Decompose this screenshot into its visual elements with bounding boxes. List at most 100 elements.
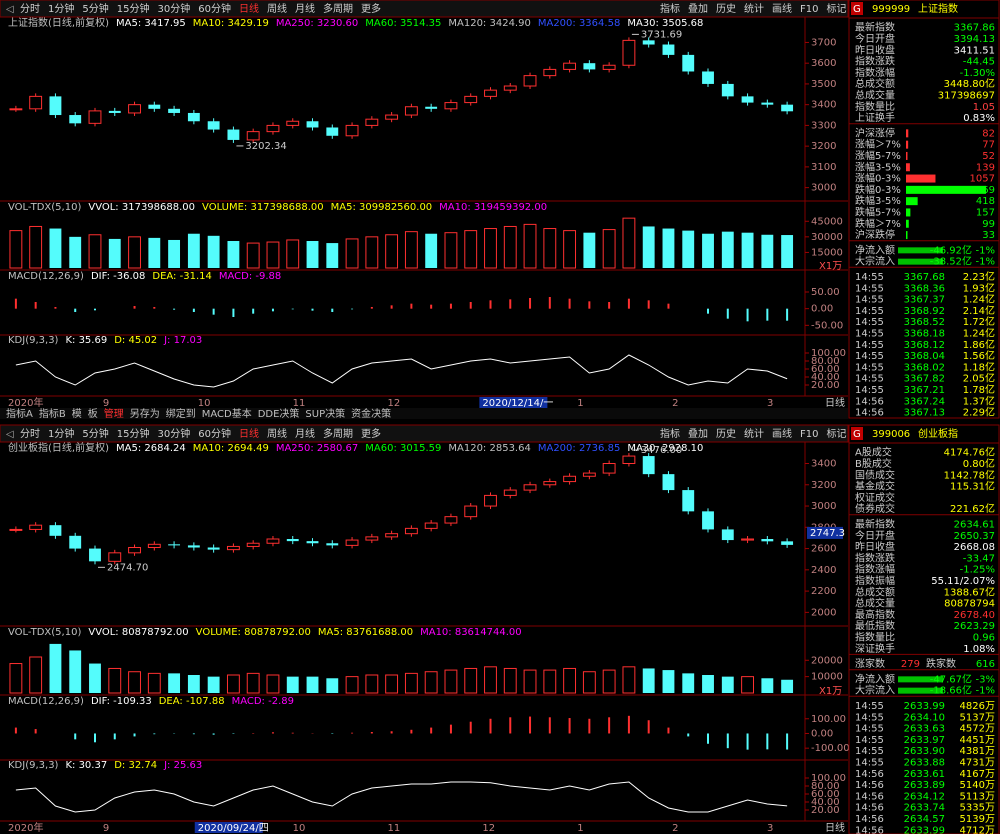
indicator-tab[interactable]: 绑定到 <box>166 407 196 420</box>
tool-button[interactable]: F10 <box>800 429 818 440</box>
tool-button[interactable]: 叠加 <box>688 3 708 15</box>
y-tick-label: 60.00 <box>811 789 840 800</box>
tool-button[interactable]: 历史 <box>716 428 736 440</box>
quote-value: 2634.61 <box>954 519 995 530</box>
indicator-header: 创业板指(日线,前复权) <box>8 441 109 454</box>
period-button[interactable]: 15分钟 <box>117 427 150 440</box>
candle <box>642 456 655 475</box>
tool-button[interactable]: 标记 <box>826 3 846 15</box>
y-tick-label: 45000 <box>811 216 843 227</box>
indicator-header: MA250: 2580.67 <box>276 443 358 454</box>
quote-value: 1057 <box>970 174 995 185</box>
indicator-tab[interactable]: 模 <box>72 408 82 420</box>
tool-button[interactable]: F10 <box>800 4 818 15</box>
volume-bar <box>365 236 379 269</box>
indicator-tab[interactable]: 另存为 <box>130 407 160 420</box>
period-button[interactable]: 分时 <box>20 3 40 15</box>
period-button[interactable]: 60分钟 <box>198 2 231 15</box>
period-button[interactable]: 更多 <box>361 427 381 440</box>
tool-button[interactable]: 历史 <box>716 3 736 15</box>
indicator-tab[interactable]: MACD基本 <box>202 407 252 420</box>
volume-bar <box>385 234 399 269</box>
period-button[interactable]: 更多 <box>361 2 381 15</box>
volume-bar <box>781 235 794 268</box>
candle <box>484 494 497 507</box>
candle <box>326 127 339 136</box>
flow-value: -46.92亿 <box>930 243 972 256</box>
tool-button[interactable]: 指标 <box>660 2 680 15</box>
period-button[interactable]: 周线 <box>267 427 287 440</box>
tool-button[interactable]: 统计 <box>744 427 764 440</box>
flow-value: -47.67亿 <box>930 672 972 685</box>
period-button[interactable]: 月线 <box>295 2 315 15</box>
period-button[interactable]: 日线 <box>239 2 259 15</box>
quote-label: 基金成交 <box>855 480 895 493</box>
y-tick-label: 3200 <box>811 480 836 491</box>
indicator-tab[interactable]: DDE决策 <box>258 407 300 420</box>
candle <box>662 474 675 491</box>
period-button[interactable]: 月线 <box>295 427 315 440</box>
period-button[interactable]: 日线 <box>239 427 259 440</box>
quote-label: 指数量比 <box>855 630 895 643</box>
indicator-tab[interactable]: SUP决策 <box>305 407 345 420</box>
quote-value: 4174.76亿 <box>944 446 995 459</box>
candle <box>484 89 497 97</box>
volume-bar <box>622 666 636 694</box>
period-button[interactable]: 30分钟 <box>157 427 190 440</box>
chart-panel: 分时 1分钟 5分钟 15分钟 30分钟 60分钟 日线 周线 月线 多周期 更多◁ 指标 叠加 历史 统计… <box>0 0 1000 420</box>
volume-bar <box>9 663 23 694</box>
period-button[interactable]: 分时 <box>20 428 40 440</box>
y-tick-label: -50.00 <box>811 320 843 331</box>
indicator-tab[interactable]: 指标A <box>6 407 33 420</box>
quote-value: 139 <box>976 162 995 173</box>
tick-price: 3368.12 <box>904 340 945 351</box>
volume-bar <box>187 675 200 693</box>
period-button[interactable]: 1分钟 <box>48 427 74 440</box>
tick-price: 3368.02 <box>904 362 945 373</box>
tick-time: 14:55 <box>855 272 884 283</box>
indicator-tab[interactable]: 板 <box>88 407 98 420</box>
quote-value: 2668.08 <box>954 542 995 553</box>
indicator-tab[interactable]: 资金决策 <box>351 407 391 420</box>
period-button[interactable]: 30分钟 <box>157 2 190 15</box>
quote-value: 33 <box>982 230 995 241</box>
indicator-tab[interactable]: 管理 <box>104 407 124 420</box>
period-button[interactable]: 5分钟 <box>82 427 108 440</box>
period-button[interactable]: 1分钟 <box>48 2 74 15</box>
tick-time: 14:56 <box>855 780 884 791</box>
tool-button[interactable]: 指标 <box>660 427 680 440</box>
tool-button[interactable]: 统计 <box>744 2 764 15</box>
tick-price: 2634.12 <box>904 791 945 802</box>
quote-value: 2678.40 <box>954 610 995 621</box>
period-button[interactable]: 多周期 <box>323 2 353 15</box>
indicator-header: DEA: -31.14 <box>152 271 211 282</box>
volume-bar <box>721 676 734 693</box>
volume-bar <box>29 225 43 269</box>
kdj-line <box>15 354 788 388</box>
volume-bar <box>682 673 695 693</box>
candle <box>246 131 260 141</box>
period-button[interactable]: 60分钟 <box>198 427 231 440</box>
candle <box>583 63 596 70</box>
tick-amount: 1.24亿 <box>963 326 995 339</box>
volume-bar <box>345 676 359 694</box>
quote-label: 涨幅＞7% <box>855 138 901 151</box>
volume-bar <box>404 672 418 694</box>
flow-label: 净流入额 <box>855 243 895 256</box>
indicator-header: MA5: 3417.95 <box>116 18 186 29</box>
volume-bar <box>9 230 23 269</box>
period-button[interactable]: 多周期 <box>323 427 353 440</box>
volume-bar <box>702 675 714 693</box>
breadth-bar <box>906 208 911 217</box>
tool-button[interactable]: 画线 <box>772 427 792 440</box>
period-button[interactable]: 15分钟 <box>117 2 150 15</box>
period-button[interactable]: 5分钟 <box>82 2 108 15</box>
period-button[interactable]: 周线 <box>267 2 287 15</box>
y-tick-label: -100.00 <box>811 743 850 754</box>
tool-button[interactable]: 画线 <box>772 2 792 15</box>
volume-bar <box>523 223 537 269</box>
indicator-tab[interactable]: 指标B <box>39 407 66 420</box>
tool-button[interactable]: 标记 <box>826 428 846 440</box>
tool-button[interactable]: 叠加 <box>688 428 708 440</box>
candle <box>108 110 121 113</box>
